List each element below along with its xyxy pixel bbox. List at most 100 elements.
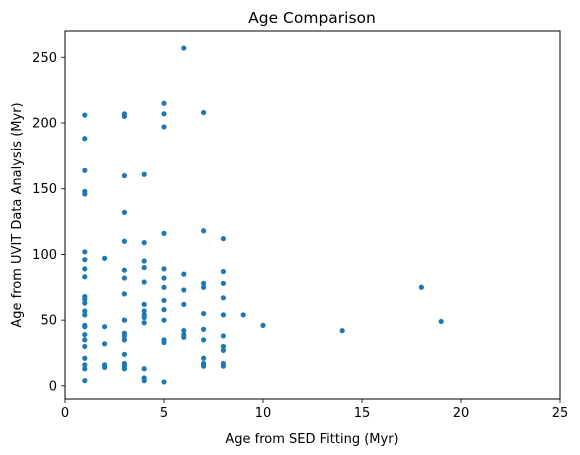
data-point bbox=[82, 136, 88, 142]
data-point bbox=[220, 295, 226, 301]
data-point bbox=[82, 167, 88, 173]
plot-area-frame bbox=[64, 30, 561, 400]
data-point bbox=[102, 364, 108, 371]
data-point bbox=[161, 379, 167, 385]
data-point bbox=[161, 284, 167, 290]
data-point bbox=[141, 366, 147, 372]
x-axis: 0 5 10 15 20 25 bbox=[61, 399, 568, 421]
data-point bbox=[220, 333, 226, 339]
data-point bbox=[121, 238, 127, 244]
data-point bbox=[161, 124, 167, 130]
x-tick-label: 0 bbox=[61, 406, 69, 421]
data-points bbox=[82, 45, 444, 385]
y-tick-label: 250 bbox=[32, 51, 57, 66]
data-point bbox=[141, 264, 147, 271]
data-point bbox=[121, 275, 127, 281]
data-point bbox=[82, 274, 88, 280]
data-point bbox=[102, 255, 108, 261]
y-tick-label: 0 bbox=[49, 379, 57, 394]
data-point bbox=[260, 322, 266, 328]
data-point bbox=[82, 296, 88, 302]
data-point bbox=[82, 366, 88, 372]
y-axis: 0 50 100 150 200 250 bbox=[32, 51, 65, 394]
data-point bbox=[220, 312, 226, 318]
data-point bbox=[240, 312, 246, 318]
data-point bbox=[220, 347, 226, 353]
data-point bbox=[201, 326, 207, 332]
data-point bbox=[220, 268, 226, 275]
data-point bbox=[102, 341, 108, 347]
data-point bbox=[141, 314, 147, 321]
y-tick-label: 200 bbox=[32, 117, 57, 132]
data-point bbox=[141, 320, 147, 326]
chart-title: Age Comparison bbox=[248, 9, 376, 27]
data-point bbox=[201, 363, 207, 369]
x-tick-label: 15 bbox=[354, 406, 371, 421]
data-point bbox=[201, 337, 207, 343]
data-point bbox=[82, 332, 88, 338]
data-point bbox=[201, 109, 207, 116]
data-point bbox=[82, 249, 88, 255]
data-point bbox=[82, 112, 88, 118]
data-point bbox=[121, 333, 127, 339]
data-point bbox=[161, 339, 167, 346]
data-point bbox=[82, 343, 88, 350]
data-point bbox=[141, 378, 147, 384]
data-point bbox=[418, 284, 424, 290]
data-point bbox=[82, 191, 88, 197]
data-point bbox=[181, 287, 187, 293]
data-point bbox=[82, 257, 88, 263]
data-point bbox=[161, 100, 167, 106]
data-point bbox=[201, 310, 207, 317]
x-tick-label: 25 bbox=[552, 406, 569, 421]
data-point bbox=[161, 266, 167, 272]
data-point bbox=[121, 209, 127, 215]
data-point bbox=[181, 328, 187, 334]
data-point bbox=[201, 280, 207, 286]
data-point bbox=[82, 337, 88, 343]
x-tick-label: 10 bbox=[255, 406, 272, 421]
data-point bbox=[121, 172, 127, 179]
data-point bbox=[121, 351, 127, 357]
data-point bbox=[82, 312, 88, 318]
data-point bbox=[220, 236, 226, 242]
data-point bbox=[161, 230, 167, 236]
data-point bbox=[220, 343, 226, 350]
data-point bbox=[102, 324, 108, 330]
data-point bbox=[121, 317, 127, 323]
y-tick-label: 150 bbox=[32, 182, 57, 197]
data-point bbox=[161, 275, 167, 281]
data-point bbox=[141, 279, 147, 285]
data-point bbox=[161, 317, 167, 323]
data-point bbox=[121, 366, 127, 372]
data-point bbox=[141, 171, 147, 177]
data-point bbox=[82, 355, 88, 361]
data-point bbox=[82, 300, 88, 306]
data-point bbox=[82, 266, 88, 272]
y-axis-label: Age from UVIT Data Analysis (Myr) bbox=[10, 102, 25, 327]
data-point bbox=[220, 363, 226, 369]
data-point bbox=[201, 284, 207, 290]
data-point bbox=[141, 301, 147, 307]
data-point bbox=[181, 301, 187, 307]
data-point bbox=[82, 378, 88, 384]
data-point bbox=[181, 334, 187, 340]
data-point bbox=[82, 324, 88, 330]
data-point bbox=[82, 308, 88, 314]
data-point bbox=[121, 113, 127, 120]
data-point bbox=[121, 291, 127, 297]
data-point bbox=[181, 45, 187, 51]
y-tick-label: 50 bbox=[40, 314, 57, 329]
data-point bbox=[201, 228, 207, 234]
data-point bbox=[181, 271, 187, 277]
data-point bbox=[161, 111, 167, 117]
data-point bbox=[141, 240, 147, 246]
data-point bbox=[339, 328, 345, 334]
y-tick-label: 100 bbox=[32, 248, 57, 263]
data-point bbox=[161, 307, 167, 313]
data-point bbox=[121, 337, 127, 343]
data-point bbox=[82, 362, 88, 368]
data-point bbox=[438, 318, 444, 325]
x-axis-label: Age from SED Fitting (Myr) bbox=[225, 432, 398, 447]
